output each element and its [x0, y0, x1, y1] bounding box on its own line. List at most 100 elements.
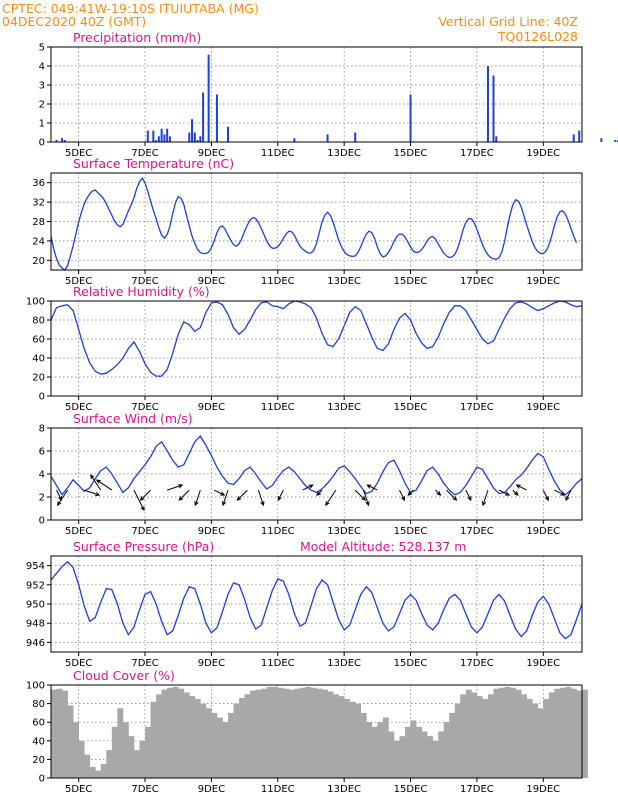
y-tick-label: 40 [32, 736, 45, 747]
cloud-bar [449, 712, 456, 778]
cloud-bar [316, 688, 323, 778]
cloud-bar [233, 703, 240, 778]
precip-bar [188, 132, 191, 142]
cloud-bar [443, 722, 450, 778]
cloud-bar [454, 703, 461, 778]
cloud-bar [487, 694, 494, 778]
cloud-bar [399, 736, 406, 778]
x-tick-label: 15DEC [394, 276, 428, 287]
wind-vector-head [366, 484, 372, 489]
x-tick-label: 19DEC [526, 658, 560, 669]
precip-bar [193, 132, 196, 142]
x-tick-label: 17DEC [460, 402, 494, 413]
wind-vector-head [505, 491, 511, 496]
x-tick-label: 11DEC [261, 784, 295, 795]
x-tick-label: 13DEC [327, 784, 361, 795]
cloud-bar [366, 722, 373, 778]
y-tick-label: 8 [39, 424, 45, 435]
cloud-bar [543, 698, 550, 778]
cloud-bar [510, 687, 516, 778]
precip-bar [227, 126, 229, 142]
y-tick-label: 20 [32, 256, 45, 267]
cloud-bar [559, 687, 566, 778]
cloud-bar [521, 694, 528, 778]
x-tick-label: 5DEC [65, 402, 92, 413]
wind-vector-head [565, 496, 570, 502]
y-tick-label: 0 [39, 138, 45, 149]
y-tick-label: 60 [32, 718, 45, 729]
x-tick-label: 19DEC [526, 276, 560, 287]
x-tick-label: 19DEC [526, 148, 560, 159]
precip-bar [152, 130, 155, 142]
precip-bar [492, 75, 495, 142]
y-tick-label: 20 [32, 373, 45, 384]
cloud-bar [537, 708, 544, 778]
header-run-id: TQ0126L028 [497, 29, 578, 44]
wind-vector [277, 489, 284, 501]
wind-vector-head [365, 501, 370, 507]
x-tick-label: 13DEC [327, 148, 361, 159]
wind-vector-head [277, 496, 282, 502]
cloud-bar [111, 726, 118, 778]
panel-title: Surface Wind (m/s) [73, 411, 193, 426]
cloud-bar [493, 688, 500, 778]
precip-bar [207, 54, 210, 142]
precip-bar [326, 134, 329, 142]
y-tick-label: 950 [26, 600, 45, 611]
cloud-bar [327, 691, 334, 778]
cloud-bar [427, 736, 433, 778]
panel-title: Surface Pressure (hPa) [73, 539, 214, 554]
plot-frame [50, 684, 583, 779]
cloud-bar [222, 722, 229, 778]
y-tick-label: 32 [32, 198, 45, 209]
cloud-bar [189, 696, 196, 778]
cloud-bar [167, 687, 174, 778]
wind-vector [257, 489, 264, 506]
cloud-bar [228, 712, 234, 778]
wind-vector-head [467, 496, 472, 502]
y-tick-label: 80 [32, 316, 45, 327]
precip-bar [614, 140, 617, 142]
y-tick-label: 952 [26, 580, 45, 591]
wind-vector [482, 489, 489, 506]
cloud-bar [299, 687, 306, 778]
wind-vector-head [544, 496, 549, 502]
wind-vector [57, 489, 69, 506]
wind-vector [354, 489, 366, 501]
precip-bar [160, 128, 163, 142]
wind-vector-head [194, 501, 199, 507]
cloud-bar [106, 750, 113, 778]
panel-precip: Precipitation (mm/h) 0 1 2 3 4 5 5DEC 7DEC 9DEC 11… [39, 30, 618, 159]
x-tick-label: 9DEC [198, 402, 225, 413]
wind-vector [325, 489, 337, 506]
x-tick-label: 11DEC [261, 276, 295, 287]
cloud-bar [294, 688, 301, 778]
cloud-bar [465, 689, 472, 778]
cloud-bar [344, 698, 351, 778]
precip-bar [215, 94, 218, 142]
wind-vector [542, 489, 549, 501]
wind-vector-head [481, 501, 487, 507]
x-tick-label: 15DEC [394, 784, 428, 795]
wind-vector [465, 489, 472, 501]
wind-vector-head [90, 474, 95, 480]
wind-vector [222, 489, 229, 506]
x-tick-label: 15DEC [394, 658, 428, 669]
x-tick-label: 7DEC [131, 402, 158, 413]
y-tick-label: 36 [32, 178, 45, 189]
wind-vector [213, 489, 225, 496]
cloud-bar [421, 731, 428, 778]
cloud-bar [194, 698, 201, 778]
panel-title: Relative Humidity (%) [73, 284, 210, 299]
cloud-bar [310, 687, 317, 778]
wind-vector-head [560, 491, 566, 496]
y-tick-label: 0 [39, 516, 45, 527]
panel-title: Cloud Cover (%) [73, 668, 175, 683]
cloud-bar [515, 689, 522, 778]
x-tick-label: 7DEC [131, 658, 158, 669]
cloud-bar [416, 726, 422, 778]
panel-pres: Surface Pressure (hPa) Model Altitude: 52… [26, 539, 583, 669]
y-tick-label: 946 [26, 638, 45, 649]
y-tick-label: 1 [39, 119, 45, 130]
cloud-bar [554, 688, 561, 778]
